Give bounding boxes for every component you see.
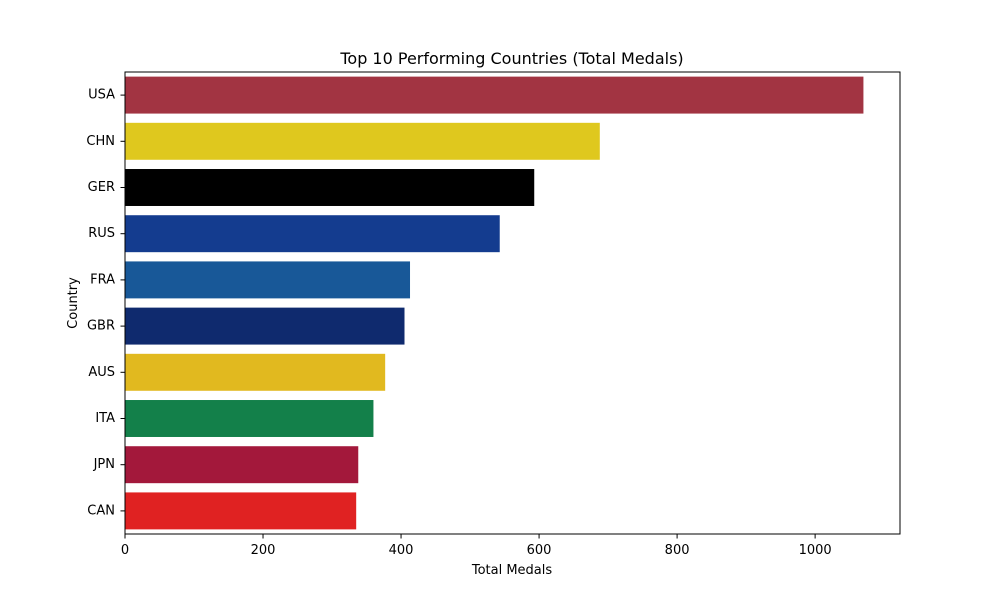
y-tick-label: FRA xyxy=(90,272,115,287)
bar-aus xyxy=(125,353,386,391)
y-tick-label: ITA xyxy=(95,411,115,426)
x-axis-ticks: 0 200 400 600 800 1000 xyxy=(121,534,832,558)
bars-group xyxy=(125,76,864,530)
bar-fra xyxy=(125,261,411,299)
plot-frame xyxy=(124,71,901,535)
x-axis-title: Total Medals xyxy=(471,563,553,578)
x-tick-label: 1000 xyxy=(799,543,832,558)
bar-rus xyxy=(125,215,500,253)
x-tick-label: 800 xyxy=(665,543,690,558)
y-tick-label: CHN xyxy=(86,134,115,149)
bar-usa xyxy=(125,76,864,114)
bar-chn xyxy=(125,122,600,160)
y-axis-ticks: USA CHN GER RUS FRA GBR AUS ITA JPN CAN xyxy=(86,88,125,518)
x-tick-label: 600 xyxy=(527,543,552,558)
x-tick-label: 0 xyxy=(121,543,129,558)
bar-jpn xyxy=(125,446,359,484)
y-tick-label: USA xyxy=(88,88,115,103)
y-tick-label: JPN xyxy=(93,457,115,472)
y-tick-label: GBR xyxy=(87,319,115,334)
y-axis-title: Country xyxy=(66,277,81,329)
y-tick-label: GER xyxy=(88,180,115,195)
bar-can xyxy=(125,492,357,530)
y-tick-label: CAN xyxy=(87,503,115,518)
x-tick-label: 400 xyxy=(389,543,414,558)
bar-ger xyxy=(125,169,535,206)
x-tick-label: 200 xyxy=(251,543,276,558)
bar-gbr xyxy=(125,307,405,345)
chart-title: Top 10 Performing Countries (Total Medal… xyxy=(339,49,683,68)
y-tick-label: AUS xyxy=(88,365,115,380)
bar-ita xyxy=(125,400,374,437)
y-tick-label: RUS xyxy=(88,226,115,241)
